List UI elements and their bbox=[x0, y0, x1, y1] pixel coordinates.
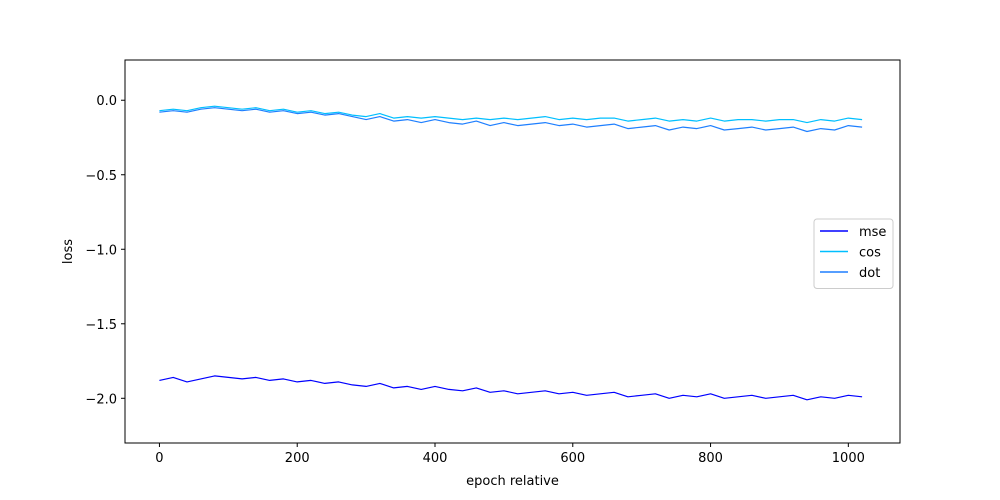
y-tick-label: −0.5 bbox=[85, 169, 117, 184]
y-tick-label: −1.5 bbox=[85, 318, 117, 333]
series-line-dot bbox=[159, 107, 863, 133]
legend-box bbox=[813, 218, 894, 289]
y-tick-label: 0.0 bbox=[96, 94, 117, 109]
x-axis-label: epoch relative bbox=[466, 474, 559, 489]
legend: mse cos dot bbox=[813, 218, 894, 289]
legend-label-dot: dot bbox=[859, 266, 880, 281]
series-line-mse bbox=[159, 375, 863, 401]
x-tick-label: 800 bbox=[698, 451, 723, 466]
y-axis: 0.0 −0.5 −1.0 −1.5 −2.0 bbox=[85, 94, 125, 407]
x-tick-label: 1000 bbox=[832, 451, 865, 466]
legend-label-cos: cos bbox=[859, 246, 881, 261]
series-line-cos bbox=[159, 105, 863, 124]
legend-label-mse: mse bbox=[859, 225, 886, 240]
x-tick-label: 600 bbox=[560, 451, 585, 466]
x-tick-label: 200 bbox=[285, 451, 310, 466]
plot-frame bbox=[124, 59, 901, 444]
y-tick-label: −1.0 bbox=[85, 243, 117, 258]
x-tick-label: 0 bbox=[155, 451, 163, 466]
x-tick-label: 400 bbox=[423, 451, 448, 466]
y-tick-label: −2.0 bbox=[85, 392, 117, 407]
x-axis: 0 200 400 600 800 1000 bbox=[155, 443, 865, 466]
series-layer bbox=[159, 105, 863, 401]
y-axis-label: loss bbox=[61, 239, 76, 264]
